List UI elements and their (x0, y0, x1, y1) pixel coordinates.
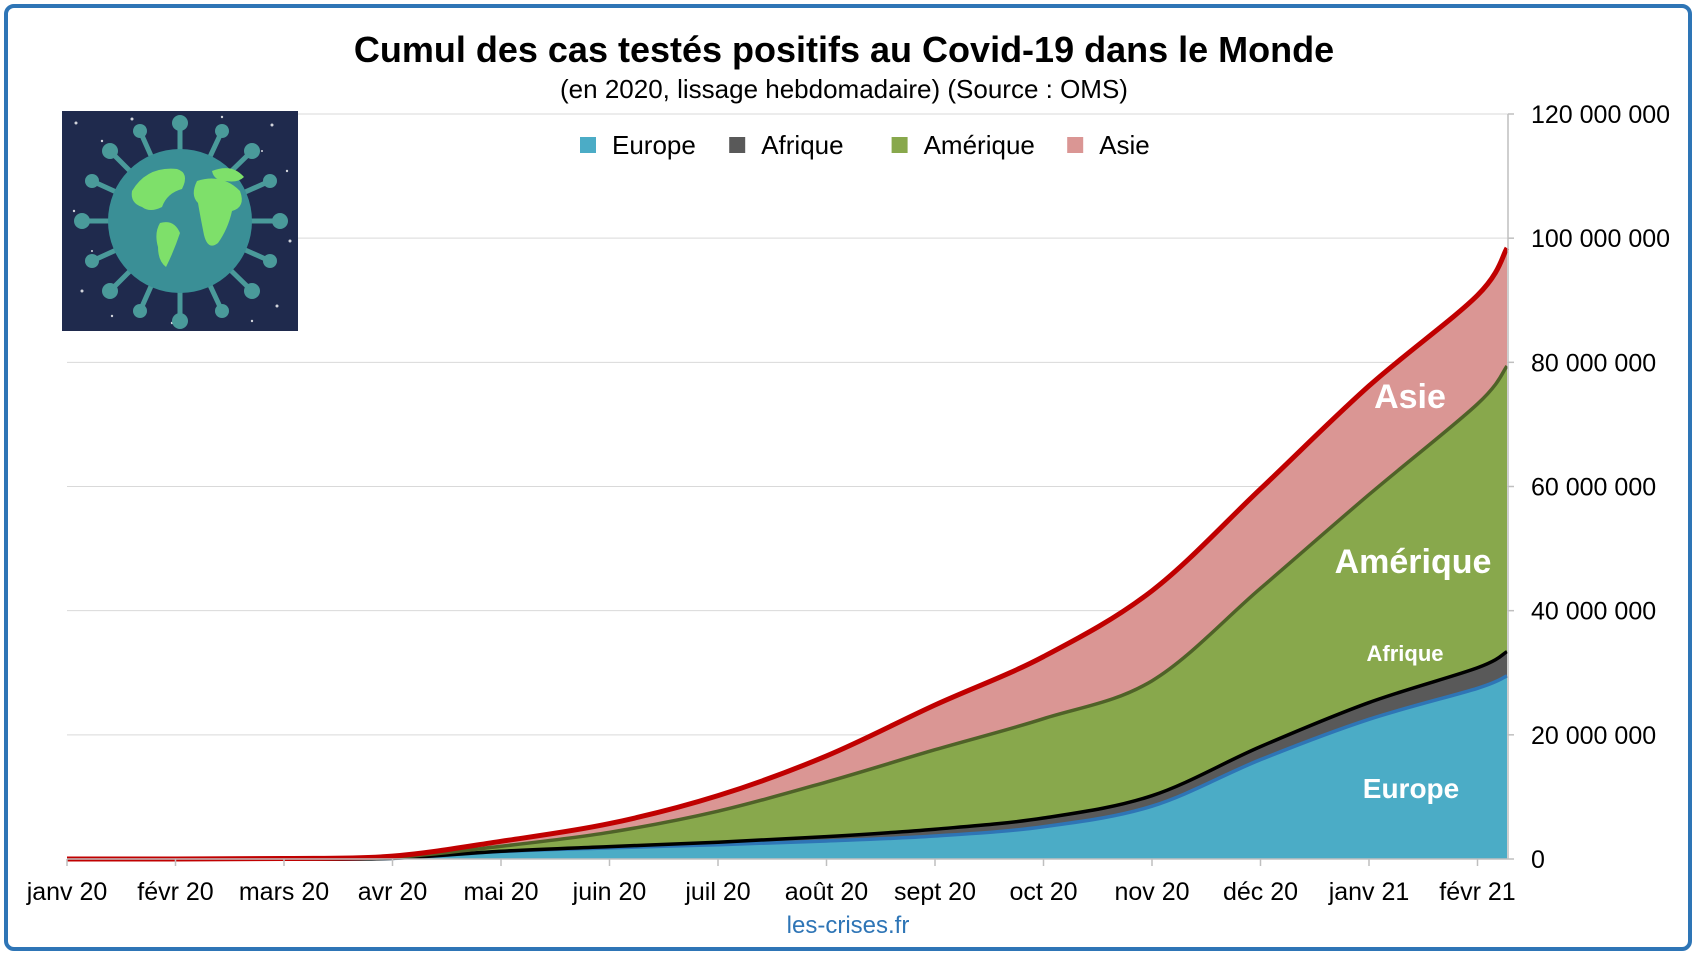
chart-svg: Cumul des cas testés positifs au Covid-1… (26, 29, 1670, 939)
inline-label-europe: Europe (1363, 773, 1459, 804)
legend-label-afrique: Afrique (761, 130, 843, 160)
y-tick-label-2: 40 000 000 (1531, 598, 1656, 626)
x-tick-label-2: mars 20 (239, 878, 329, 906)
area-europe (67, 675, 1507, 860)
x-tick-label-10: nov 20 (1114, 878, 1189, 906)
x-tick-label-6: juil 20 (684, 878, 750, 906)
source-label: les-crises.fr (787, 912, 910, 939)
x-tick-label-1: févr 20 (137, 878, 213, 906)
x-tick-label-11: déc 20 (1223, 878, 1298, 906)
legend-label-asie: Asie (1099, 130, 1150, 160)
legend-swatch-afrique (729, 137, 746, 153)
chart-title: Cumul des cas testés positifs au Covid-1… (354, 29, 1334, 70)
y-tick-label-0: 0 (1531, 846, 1545, 874)
legend-swatch-asie (1067, 137, 1084, 153)
x-tick-label-9: oct 20 (1009, 878, 1077, 906)
virus-globe-icon (62, 111, 298, 331)
legend-swatch-europe (580, 137, 596, 153)
area-asie (67, 248, 1507, 860)
x-tick-label-8: sept 20 (894, 878, 976, 906)
area-amerique (67, 366, 1507, 860)
legend-swatch-amerique (891, 137, 908, 153)
y-tick-label-4: 80 000 000 (1531, 349, 1656, 377)
y-tick-label-3: 60 000 000 (1531, 474, 1656, 502)
area-series (67, 248, 1507, 860)
chart-subtitle: (en 2020, lissage hebdomadaire) (Source … (560, 74, 1128, 104)
legend-label-europe: Europe (612, 130, 696, 160)
chart-frame: Cumul des cas testés positifs au Covid-1… (4, 4, 1692, 951)
y-tick-label-5: 100 000 000 (1531, 225, 1670, 253)
x-tick-label-4: mai 20 (463, 878, 538, 906)
legend: Europe Afrique Amérique Asie (580, 130, 1150, 160)
x-tick-label-7: août 20 (785, 878, 868, 906)
y-tick-label-6: 120 000 000 (1531, 101, 1670, 129)
inline-labels: Europe Afrique Amérique Asie (1335, 378, 1492, 804)
x-tick-label-5: juin 20 (572, 878, 647, 906)
inline-label-amerique: Amérique (1335, 543, 1492, 581)
gridlines (67, 113, 1508, 860)
x-tick-label-12: janv 21 (1328, 878, 1410, 906)
inline-label-asie: Asie (1374, 378, 1446, 416)
x-tick-label-0: janv 20 (26, 878, 108, 906)
legend-label-amerique: Amérique (924, 130, 1035, 160)
y-tick-label-1: 20 000 000 (1531, 722, 1656, 750)
x-tick-label-3: avr 20 (358, 878, 427, 906)
x-tick-label-13: févr 21 (1439, 878, 1515, 906)
inline-label-afrique: Afrique (1367, 641, 1444, 666)
axes: 0 20 000 000 40 000 000 60 000 000 80 000 00… (26, 101, 1670, 906)
